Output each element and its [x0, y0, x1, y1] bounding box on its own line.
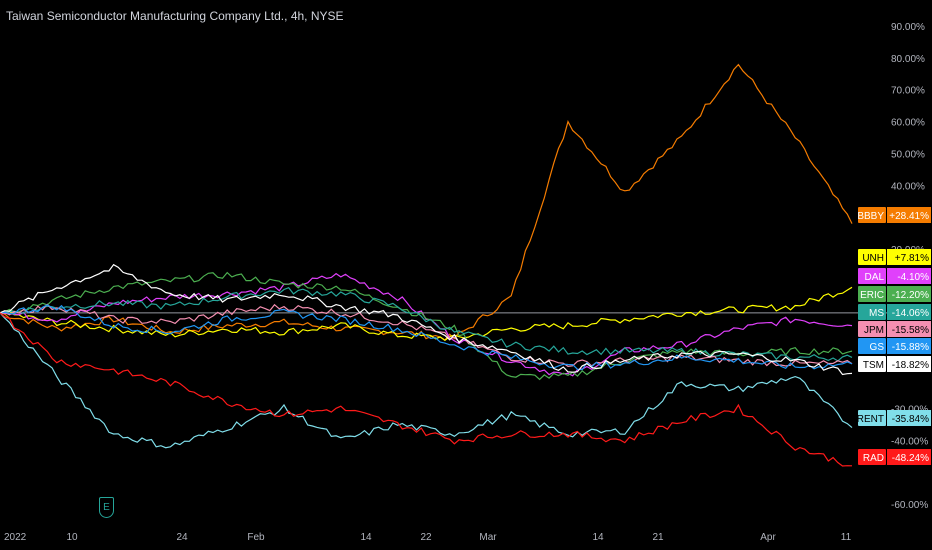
chart-title: Taiwan Semiconductor Manufacturing Compa…	[6, 9, 344, 23]
value-tag-eric: ERIC -12.20%	[858, 286, 931, 302]
tag-value: -18.82%	[892, 360, 929, 371]
x-tick-label: 14	[360, 532, 372, 543]
series-line-tsm	[0, 263, 853, 376]
tag-value: -35.84%	[892, 414, 929, 425]
value-tag-rent: RENT -35.84%	[857, 410, 931, 426]
value-tag-bbby: BBBY +28.41%	[857, 207, 931, 223]
x-tick-label: 22	[420, 532, 432, 543]
tag-value: +28.41%	[889, 211, 929, 222]
x-tick-label: 14	[592, 532, 604, 543]
tag-symbol: ERIC	[860, 290, 884, 301]
series-line-eric	[0, 271, 853, 381]
x-tick-label: 21	[652, 532, 664, 543]
tag-value: +7.81%	[895, 253, 929, 264]
tag-value: -48.24%	[892, 453, 929, 464]
y-tick-label: 80.00%	[891, 54, 925, 65]
y-tick-label: 70.00%	[891, 86, 925, 97]
y-tick-label: -60.00%	[891, 500, 928, 511]
tag-symbol: UNH	[862, 253, 884, 264]
series-line-dal	[0, 272, 853, 377]
tag-symbol: MS	[869, 308, 884, 319]
tag-symbol: JPM	[864, 325, 884, 336]
tag-value: -15.58%	[892, 325, 929, 336]
value-tag-jpm: JPM -15.58%	[858, 321, 931, 337]
tag-symbol: TSM	[863, 360, 884, 371]
series-line-unh	[0, 286, 853, 342]
tag-value: -12.20%	[892, 290, 929, 301]
earnings-event-icon[interactable]: E	[99, 497, 114, 518]
tag-symbol: DAL	[865, 272, 885, 283]
series-line-bbby	[0, 63, 853, 341]
series-line-rad	[0, 312, 853, 467]
x-tick-label: Apr	[760, 532, 776, 543]
value-tag-rad: RAD -48.24%	[858, 449, 931, 465]
y-tick-label: 60.00%	[891, 118, 925, 129]
tag-symbol: RAD	[863, 453, 884, 464]
y-tick-label: -30.00%	[891, 404, 928, 415]
value-tag-unh: UNH +7.81%	[858, 249, 931, 265]
tag-symbol: GS	[870, 342, 885, 353]
series-line-gs	[0, 304, 853, 371]
y-tick-label: 40.00%	[891, 181, 925, 192]
x-tick-label: 2022	[4, 532, 27, 543]
value-tag-gs: GS -15.88%	[858, 338, 931, 354]
x-tick-label: 11	[841, 532, 852, 543]
tag-value: -4.10%	[897, 272, 929, 283]
value-tag-dal: DAL -4.10%	[858, 268, 931, 284]
x-tick-label: 24	[176, 532, 188, 543]
tag-symbol: BBBY	[857, 211, 884, 222]
value-tag-tsm: TSM -18.82%	[858, 356, 931, 372]
tag-symbol: RENT	[857, 414, 884, 425]
y-tick-label: -40.00%	[891, 436, 928, 447]
tag-value: -15.88%	[892, 342, 929, 353]
y-tick-label: 90.00%	[891, 22, 925, 33]
x-tick-label: 10	[66, 532, 78, 543]
value-tag-ms: MS -14.06%	[858, 304, 931, 320]
x-tick-label: Mar	[479, 532, 497, 543]
series-line-rent	[0, 312, 853, 449]
y-tick-label: 50.00%	[891, 149, 925, 160]
tag-value: -14.06%	[892, 308, 929, 319]
series-line-ms	[0, 286, 853, 362]
x-tick-label: Feb	[247, 532, 265, 543]
